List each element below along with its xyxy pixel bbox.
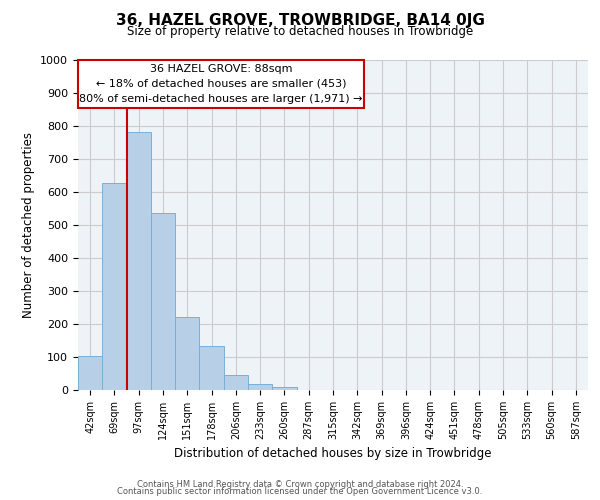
Text: 36, HAZEL GROVE, TROWBRIDGE, BA14 0JG: 36, HAZEL GROVE, TROWBRIDGE, BA14 0JG	[116, 12, 484, 28]
Bar	[102, 183, 127, 390]
Text: 36 HAZEL GROVE: 88sqm
← 18% of detached houses are smaller (453)
80% of semi-det: 36 HAZEL GROVE: 88sqm ← 18% of detached …	[79, 64, 362, 104]
Bar	[272, 388, 296, 390]
Bar	[248, 384, 272, 390]
Bar	[127, 132, 151, 390]
Bar	[175, 318, 199, 390]
X-axis label: Distribution of detached houses by size in Trowbridge: Distribution of detached houses by size …	[174, 448, 492, 460]
Text: Size of property relative to detached houses in Trowbridge: Size of property relative to detached ho…	[127, 25, 473, 38]
Bar	[151, 213, 175, 390]
Bar	[78, 356, 102, 390]
Y-axis label: Number of detached properties: Number of detached properties	[22, 132, 35, 318]
Text: Contains public sector information licensed under the Open Government Licence v3: Contains public sector information licen…	[118, 488, 482, 496]
FancyBboxPatch shape	[78, 60, 364, 108]
Bar	[199, 346, 224, 390]
Text: Contains HM Land Registry data © Crown copyright and database right 2024.: Contains HM Land Registry data © Crown c…	[137, 480, 463, 489]
Bar	[224, 376, 248, 390]
